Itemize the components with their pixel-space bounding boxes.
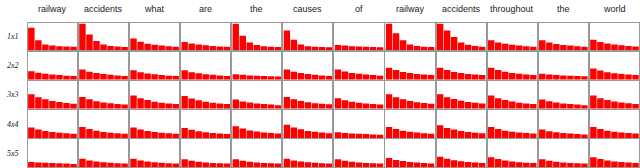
svg-text:throughout: throughout xyxy=(490,4,534,14)
svg-text:4x4: 4x4 xyxy=(7,120,19,129)
svg-text:1x1: 1x1 xyxy=(7,32,19,41)
svg-text:causes: causes xyxy=(293,4,322,14)
svg-text:5x5: 5x5 xyxy=(7,149,19,158)
svg-text:2x2: 2x2 xyxy=(7,61,19,70)
svg-text:are: are xyxy=(199,4,212,14)
svg-text:the: the xyxy=(250,4,263,14)
svg-text:railway: railway xyxy=(38,4,67,14)
svg-text:accidents: accidents xyxy=(84,4,123,14)
svg-text:the: the xyxy=(557,4,570,14)
svg-text:railway: railway xyxy=(396,4,425,14)
svg-text:of: of xyxy=(355,4,363,14)
svg-text:accidents: accidents xyxy=(442,4,481,14)
svg-text:world: world xyxy=(603,4,626,14)
svg-text:3x3: 3x3 xyxy=(6,90,19,99)
svg-text:what: what xyxy=(144,4,165,14)
